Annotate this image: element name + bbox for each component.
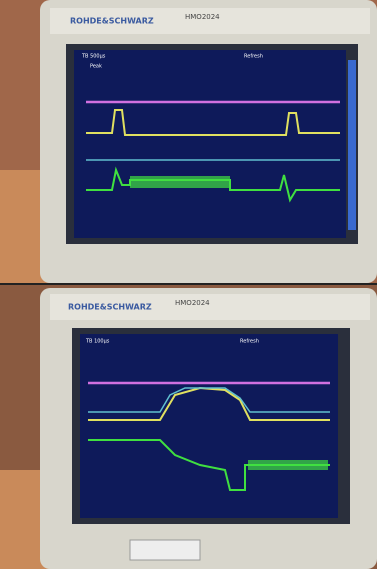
- usb-port: [130, 540, 200, 560]
- refresh: Refresh: [240, 339, 259, 345]
- brand: ROHDE&SCHWARZ: [70, 17, 154, 26]
- photo-collage: ROHDE&SCHWARZ HMO2024 TB 500µs Peak Refr…: [0, 0, 377, 569]
- photo-bottom: ROHDE&SCHWARZ HMO2024 TB 100µs Refresh: [0, 285, 377, 569]
- model: HMO2024: [175, 299, 210, 307]
- acq-mode: Peak: [90, 64, 102, 70]
- model: HMO2024: [185, 13, 220, 21]
- refresh: Refresh: [244, 54, 263, 60]
- page: ROHDE&SCHWARZ HMO2024 TB 500µs Peak Refr…: [0, 0, 377, 569]
- photo-top: ROHDE&SCHWARZ HMO2024 TB 500µs Peak Refr…: [0, 0, 377, 283]
- side-menu: [348, 60, 356, 230]
- brand: ROHDE&SCHWARZ: [68, 303, 152, 312]
- trace-green-burst: [130, 176, 230, 188]
- timebase: TB 500µs: [81, 54, 106, 60]
- timebase: TB 100µs: [85, 339, 110, 345]
- trace-green-burst: [248, 460, 328, 470]
- screen: [80, 334, 338, 518]
- screen: [74, 50, 346, 238]
